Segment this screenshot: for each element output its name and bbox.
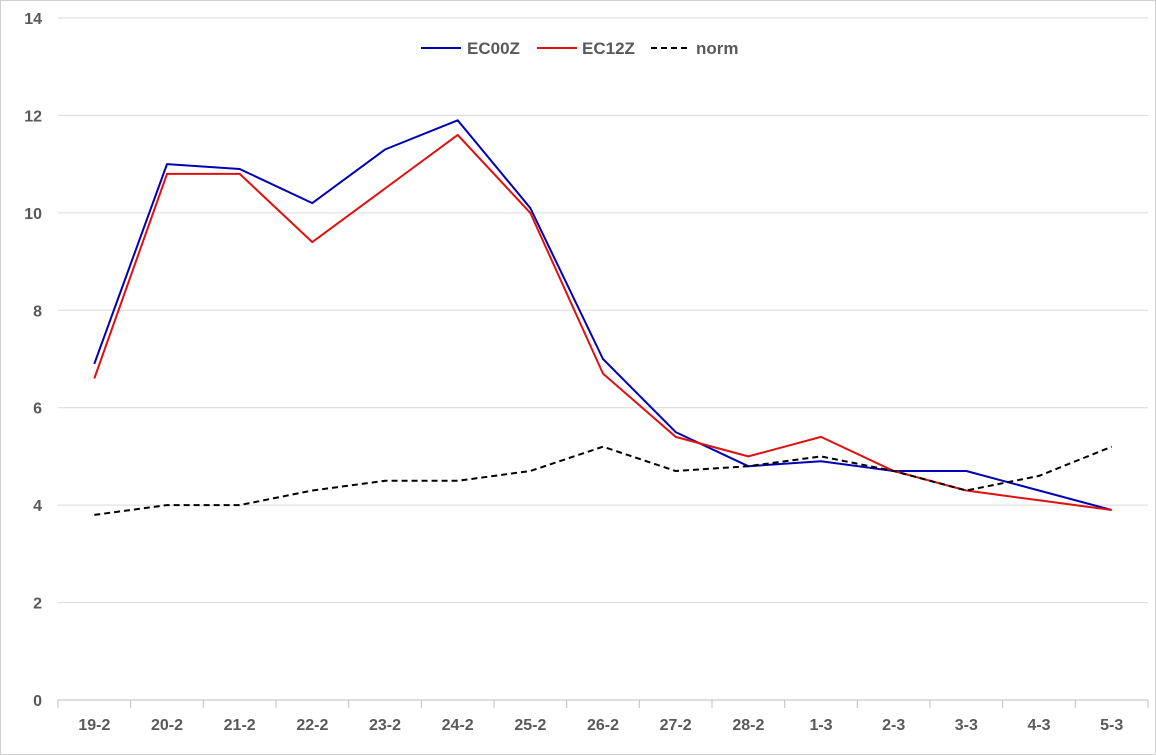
x-tick-label: 5-3 — [1100, 717, 1123, 734]
y-tick-label: 10 — [24, 206, 42, 223]
x-tick-label: 21-2 — [224, 717, 256, 734]
x-tick-label: 2-3 — [882, 717, 905, 734]
y-tick-label: 8 — [33, 303, 42, 320]
x-tick-label: 4-3 — [1027, 717, 1050, 734]
x-tick-label: 25-2 — [514, 717, 546, 734]
series-line-norm — [94, 445, 1113, 516]
series-lines — [93, 119, 1113, 516]
y-tick-label: 6 — [33, 401, 42, 418]
x-tick-label: 27-2 — [660, 717, 692, 734]
x-tick-label: 22-2 — [296, 717, 328, 734]
x-tick-label: 26-2 — [587, 717, 619, 734]
x-tick-label: 23-2 — [369, 717, 401, 734]
series-line-ec00z — [93, 119, 1112, 511]
y-tick-label: 14 — [24, 11, 42, 28]
x-tick-label: 1-3 — [809, 717, 832, 734]
series-line-ec12z — [93, 133, 1112, 511]
legend-label-ec00z: EC00Z — [467, 39, 520, 58]
y-tick-label: 0 — [33, 693, 42, 710]
x-tick-label: 19-2 — [78, 717, 110, 734]
y-tick-label: 12 — [24, 108, 42, 125]
legend-label-ec12z: EC12Z — [582, 39, 635, 58]
y-tick-label: 2 — [33, 596, 42, 613]
x-tick-label: 20-2 — [151, 717, 183, 734]
gridlines — [58, 17, 1148, 604]
x-tick-label: 28-2 — [732, 717, 764, 734]
y-tick-label: 4 — [33, 498, 42, 515]
legend-label-norm: norm — [696, 39, 739, 58]
x-tick-label: 3-3 — [955, 717, 978, 734]
legend: EC00Z EC12Z norm — [421, 39, 739, 58]
axes: 0 2 4 6 8 10 12 14 19-2 20-2 21-2 22-2 23-2 24-2 25-2 2… — [24, 11, 1149, 734]
x-tick-label: 24-2 — [442, 717, 474, 734]
